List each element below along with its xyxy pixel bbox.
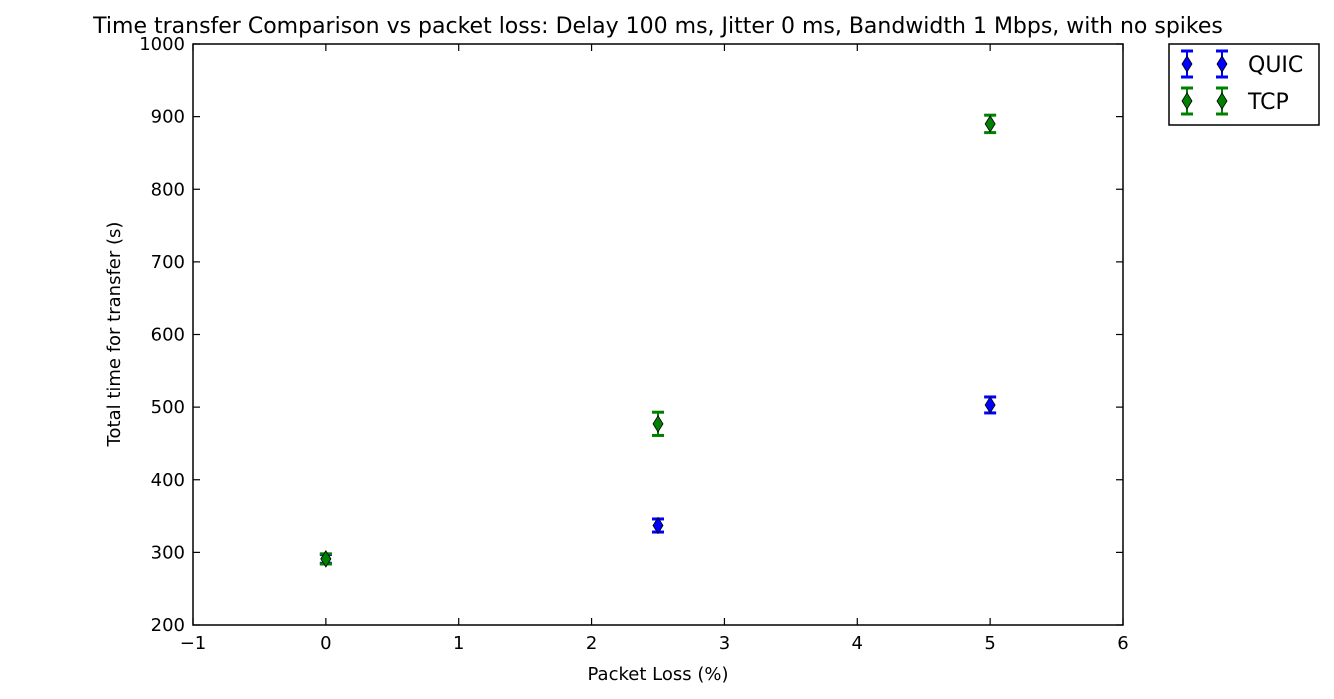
y-tick-label: 700 bbox=[151, 252, 185, 273]
x-tick-label: 0 bbox=[320, 633, 331, 654]
data-point bbox=[320, 550, 332, 568]
series-tcp bbox=[319, 113, 997, 568]
y-tick-label: 600 bbox=[151, 325, 185, 346]
data-point bbox=[652, 415, 664, 433]
chart-title: Time transfer Comparison vs packet loss:… bbox=[92, 14, 1223, 39]
x-tick-label: 3 bbox=[719, 633, 730, 654]
data-point bbox=[984, 115, 996, 133]
legend: QUIC TCP bbox=[1168, 43, 1320, 126]
data-point bbox=[652, 516, 664, 535]
legend-label: QUIC bbox=[1248, 53, 1303, 78]
y-tick-label: 800 bbox=[151, 179, 185, 200]
legend-label: TCP bbox=[1247, 90, 1289, 115]
y-tick-label: 500 bbox=[151, 397, 185, 418]
legend-marker bbox=[1181, 92, 1193, 110]
x-tick-label: 6 bbox=[1117, 633, 1128, 654]
legend-marker bbox=[1181, 55, 1193, 73]
y-tick-label: 900 bbox=[151, 107, 185, 128]
y-tick-label: 400 bbox=[151, 470, 185, 491]
x-tick-label: 4 bbox=[852, 633, 863, 654]
x-tick-label: 1 bbox=[453, 633, 464, 654]
y-tick-label: 1000 bbox=[139, 34, 185, 55]
plot-area bbox=[192, 43, 1124, 626]
legend-marker bbox=[1216, 92, 1228, 110]
legend-box bbox=[1168, 43, 1320, 126]
data-point bbox=[984, 396, 996, 414]
y-tick-label: 200 bbox=[151, 615, 185, 636]
x-tick-label: 5 bbox=[984, 633, 995, 654]
y-tick-label: 300 bbox=[151, 542, 185, 563]
x-tick-label: 2 bbox=[586, 633, 597, 654]
y-axis-label: Total time for transfer (s) bbox=[104, 222, 125, 448]
x-axis-label: Packet Loss (%) bbox=[588, 664, 729, 685]
x-tick-label: −1 bbox=[180, 633, 207, 654]
legend-marker bbox=[1216, 55, 1228, 73]
